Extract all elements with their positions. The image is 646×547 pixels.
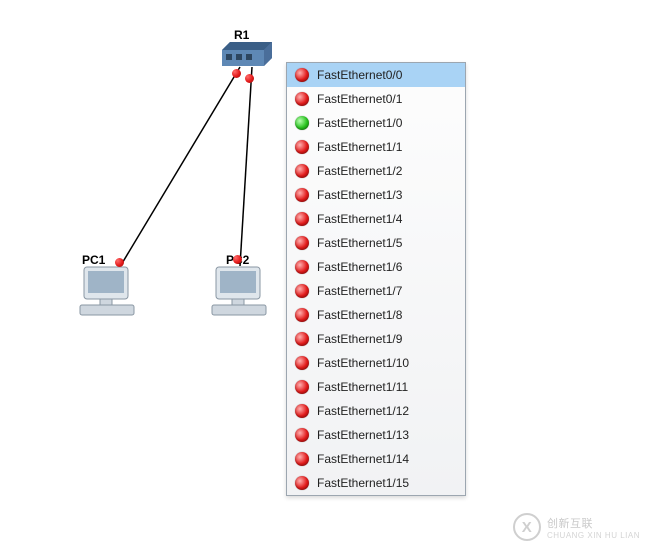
port-status-icon <box>295 380 309 394</box>
watermark-main: 创新互联 <box>547 518 593 530</box>
interface-menu-item-label: FastEthernet1/13 <box>317 428 409 442</box>
interface-menu-item[interactable]: FastEthernet1/12 <box>287 399 465 423</box>
watermark-logo-icon: X <box>513 513 541 541</box>
link-endpoint-dot <box>232 69 241 78</box>
port-status-icon <box>295 140 309 154</box>
pc-icon <box>78 265 136 317</box>
interface-menu-item-label: FastEthernet1/1 <box>317 140 402 154</box>
interface-menu-item-label: FastEthernet1/10 <box>317 356 409 370</box>
interface-menu-item-label: FastEthernet1/11 <box>317 380 408 394</box>
interface-context-menu: FastEthernet0/0 FastEthernet0/1 FastEthern… <box>286 62 466 496</box>
interface-menu-item-label: FastEthernet1/3 <box>317 188 402 202</box>
pc1[interactable] <box>78 265 136 317</box>
link-endpoint-dot <box>233 255 242 264</box>
interface-menu-item[interactable]: FastEthernet1/1 <box>287 135 465 159</box>
interface-menu-item[interactable]: FastEthernet1/4 <box>287 207 465 231</box>
interface-menu-item-label: FastEthernet1/4 <box>317 212 402 226</box>
interface-menu-item[interactable]: FastEthernet1/9 <box>287 327 465 351</box>
interface-menu-item-label: FastEthernet1/0 <box>317 116 402 130</box>
interface-menu-item[interactable]: FastEthernet0/0 <box>287 63 465 87</box>
port-status-icon <box>295 188 309 202</box>
interface-menu-item[interactable]: FastEthernet1/5 <box>287 231 465 255</box>
port-status-icon <box>295 116 309 130</box>
interface-menu-item[interactable]: FastEthernet1/6 <box>287 255 465 279</box>
interface-menu-item-label: FastEthernet1/9 <box>317 332 402 346</box>
router-label: R1 <box>234 28 249 42</box>
interface-menu-item[interactable]: FastEthernet1/13 <box>287 423 465 447</box>
port-status-icon <box>295 212 309 226</box>
port-status-icon <box>295 428 309 442</box>
interface-menu-item-label: FastEthernet1/5 <box>317 236 402 250</box>
interface-menu-item[interactable]: FastEthernet1/3 <box>287 183 465 207</box>
interface-menu-item-label: FastEthernet0/0 <box>317 68 402 82</box>
interface-menu-item-label: FastEthernet1/15 <box>317 476 409 490</box>
port-status-icon <box>295 356 309 370</box>
interface-menu-item[interactable]: FastEthernet1/11 <box>287 375 465 399</box>
interface-menu-item[interactable]: FastEthernet1/2 <box>287 159 465 183</box>
interface-menu-item[interactable]: FastEthernet1/15 <box>287 471 465 495</box>
pc-icon <box>210 265 268 317</box>
port-status-icon <box>295 284 309 298</box>
watermark: X 创新互联 CHUANG XIN HU LIAN <box>513 513 640 541</box>
port-status-icon <box>295 308 309 322</box>
router-icon <box>222 42 272 66</box>
link-endpoint-dot <box>245 74 254 83</box>
port-status-icon <box>295 260 309 274</box>
interface-menu-item-label: FastEthernet1/2 <box>317 164 402 178</box>
interface-menu-item[interactable]: FastEthernet0/1 <box>287 87 465 111</box>
port-status-icon <box>295 452 309 466</box>
watermark-sub: CHUANG XIN HU LIAN <box>547 531 640 540</box>
interface-menu-item-label: FastEthernet1/14 <box>317 452 409 466</box>
port-status-icon <box>295 332 309 346</box>
interface-menu-item-label: FastEthernet1/6 <box>317 260 402 274</box>
port-status-icon <box>295 68 309 82</box>
pc2[interactable] <box>210 265 268 317</box>
port-status-icon <box>295 404 309 418</box>
interface-menu-item[interactable]: FastEthernet1/0 <box>287 111 465 135</box>
port-status-icon <box>295 476 309 490</box>
interface-menu-item-label: FastEthernet1/12 <box>317 404 409 418</box>
topology-canvas: R1 PC1 PC2 FastEthernet0/0Fas <box>0 0 646 547</box>
port-status-icon <box>295 92 309 106</box>
interface-menu-item[interactable]: FastEthernet1/8 <box>287 303 465 327</box>
interface-menu-item[interactable]: FastEthernet1/10 <box>287 351 465 375</box>
port-status-icon <box>295 164 309 178</box>
interface-menu-item-label: FastEthernet0/1 <box>317 92 402 106</box>
router-r1[interactable] <box>222 42 272 66</box>
interface-menu-item-label: FastEthernet1/7 <box>317 284 402 298</box>
interface-menu-item[interactable]: FastEthernet1/14 <box>287 447 465 471</box>
link-endpoint-dot <box>115 258 124 267</box>
port-status-icon <box>295 236 309 250</box>
interface-menu-item-label: FastEthernet1/8 <box>317 308 402 322</box>
interface-menu-item[interactable]: FastEthernet1/7 <box>287 279 465 303</box>
